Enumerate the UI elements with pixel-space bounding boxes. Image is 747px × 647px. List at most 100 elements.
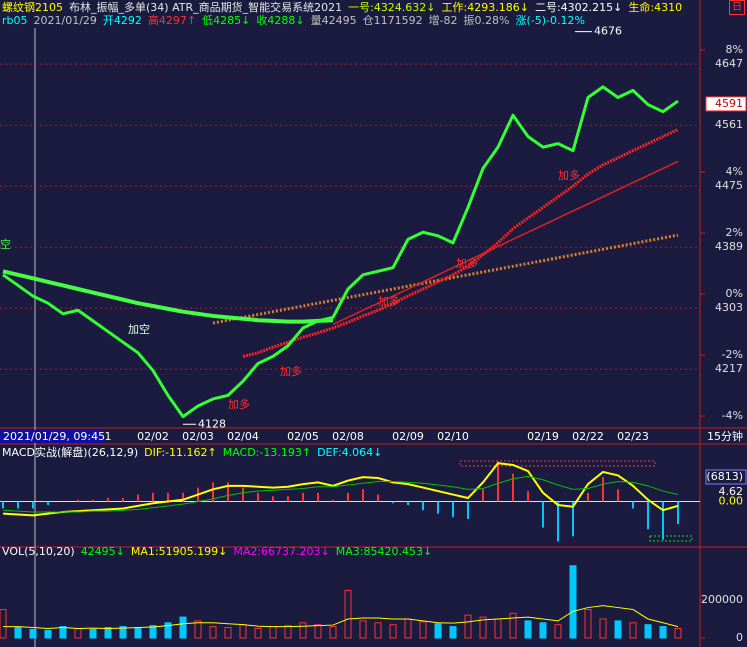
price-line [2, 269, 334, 324]
macd-bar [392, 501, 394, 504]
macd-bar [407, 501, 409, 505]
last-price: 4591 [715, 97, 743, 110]
header-item: 涨(-5)-0.12% [515, 14, 585, 27]
volume-bar [314, 624, 322, 639]
price-line [242, 128, 679, 358]
volume-bar [419, 621, 427, 639]
header-item: 2021/01/29 [33, 14, 97, 27]
macd-bar [92, 499, 94, 502]
readout: 42495↓ [80, 545, 125, 558]
volume-bar [164, 622, 172, 639]
volume-bar [134, 627, 142, 639]
volume-bar [404, 618, 412, 639]
volume-bar [389, 624, 397, 639]
readout: MA2:66737.203↓ [233, 545, 330, 558]
macd-bar [572, 501, 574, 537]
macd-bar [662, 501, 664, 540]
volume-bar [14, 627, 22, 639]
volume-bar [209, 626, 217, 639]
vol-header: VOL(5,10,20) 42495↓ MA1:51905.199↓ MA2:6673… [2, 545, 432, 558]
volume-bar [119, 626, 127, 639]
macd-bar [167, 492, 169, 502]
price-line [2, 85, 679, 419]
header-item: 收4288↓ [256, 14, 305, 27]
panel-title: VOL(5,10,20) [2, 545, 75, 558]
x-tick-label: 02/19 [527, 430, 559, 443]
y2-tick-label: 0% [726, 287, 743, 300]
header-item: 一号:4324.632↓ [348, 1, 436, 14]
macd-bar [452, 501, 454, 518]
volume-bar [299, 622, 307, 639]
volume-ma [3, 605, 679, 629]
macd-bar [557, 501, 559, 542]
volume-bar [614, 620, 622, 639]
x-tick-label: 02/22 [572, 430, 604, 443]
volume-bar [149, 625, 157, 639]
price-line [332, 160, 679, 326]
x-tick-label: 02/23 [617, 430, 649, 443]
y-tick-label: 4647 [715, 57, 743, 70]
volume-bar [494, 618, 502, 639]
y-tick-label: 0 [736, 631, 743, 644]
x-tick-label: 02/10 [437, 430, 469, 443]
macd-line [2, 462, 679, 517]
y-tick-label: 200000 [701, 593, 743, 606]
macd-bar [107, 498, 109, 502]
macd-bar [377, 494, 379, 502]
header-item: 二号:4302.215↓ [534, 1, 623, 14]
volume-bar [269, 626, 277, 639]
volume-bar [179, 616, 187, 639]
macd-bar [332, 499, 334, 502]
header-item: 振0.28% [463, 14, 510, 27]
header-line: rb05 2021/01/29 开4292 高4297↑ 低4285↓ 收4288↓ 量42… [2, 14, 585, 27]
volume-bar [59, 626, 67, 639]
macd-bar [77, 499, 79, 502]
volume-bar [374, 622, 382, 639]
macd-bar [632, 501, 634, 509]
macd-bar [272, 496, 274, 502]
header-item: 工作:4293.186↓ [441, 1, 529, 14]
volume-bar [239, 624, 247, 639]
volume-bar [29, 628, 37, 639]
side-label: (6813) [706, 470, 743, 483]
macd-bar [152, 492, 154, 502]
macd-bar [212, 482, 214, 502]
macd-bar [467, 501, 469, 519]
volume-bar [344, 589, 352, 639]
volume-bar [479, 616, 487, 639]
side-label: 4.62 [719, 485, 744, 498]
signal-label: 加多 [280, 364, 302, 378]
macd-bar [182, 492, 184, 502]
header-item: 仓1171592 [362, 14, 423, 27]
x-tick-label: 02/08 [332, 430, 364, 443]
volume-bar [569, 565, 577, 639]
y-tick-label: 4475 [715, 179, 743, 192]
y-tick-label: 4389 [715, 240, 743, 253]
period-label: 15分钟 [707, 429, 743, 443]
volume-bar [509, 612, 517, 639]
volume-bar [644, 624, 652, 639]
volume-bar [44, 629, 52, 639]
signal-label: 加多 [378, 294, 400, 308]
readout: MA1:51905.199↓ [130, 545, 228, 558]
volume-bar [74, 627, 82, 639]
macd-bar [677, 501, 679, 525]
high-label: 4676 [594, 25, 622, 38]
x-tick-label: 02/02 [137, 430, 169, 443]
x-tick-label: 02/09 [392, 430, 424, 443]
y2-tick-label: 2% [726, 226, 743, 239]
corner-button[interactable]: 日 [729, 0, 745, 15]
volume-bar [284, 625, 292, 639]
readout: DEF:4.064↓ [317, 446, 383, 459]
header-item: 增-82 [428, 14, 458, 27]
header-item: 开4292 [102, 14, 142, 27]
signal-label: 加空 [128, 322, 150, 336]
y-tick-label: 4217 [715, 362, 743, 375]
macd-line [2, 475, 679, 513]
y2-tick-label: -4% [722, 409, 743, 422]
x-tick-label: 02/05 [287, 430, 319, 443]
volume-bar [584, 608, 592, 639]
volume-bar [359, 620, 367, 639]
signal-label: 加多 [228, 397, 250, 411]
volume-bar [254, 627, 262, 639]
